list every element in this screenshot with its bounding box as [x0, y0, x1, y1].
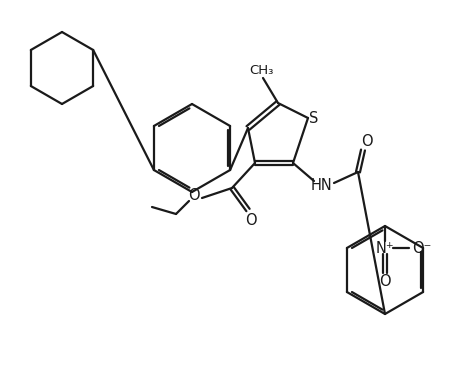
Text: N⁺: N⁺: [375, 241, 394, 256]
Text: CH₃: CH₃: [249, 64, 273, 77]
Text: O⁻: O⁻: [412, 241, 432, 256]
Text: O: O: [188, 187, 200, 202]
Text: S: S: [309, 110, 318, 125]
Text: HN: HN: [311, 177, 333, 192]
Text: O: O: [379, 275, 391, 289]
Text: O: O: [245, 212, 257, 228]
Text: O: O: [361, 134, 373, 148]
